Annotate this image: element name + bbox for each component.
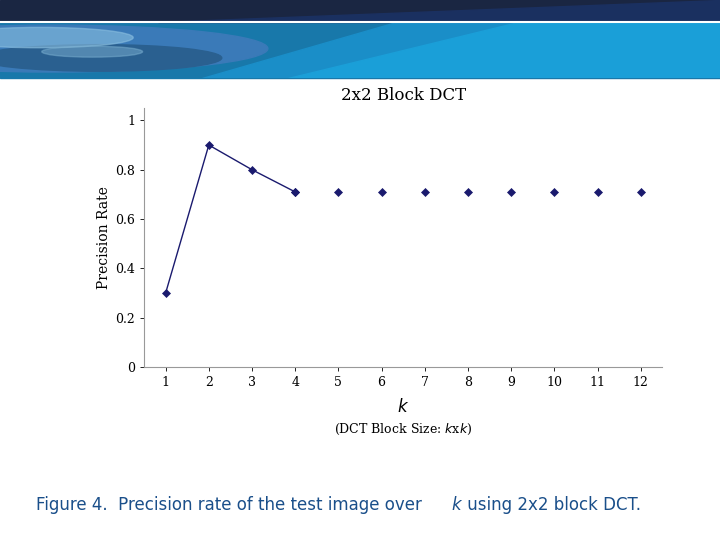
- Y-axis label: Precision Rate: Precision Rate: [97, 186, 111, 289]
- Bar: [0, 0, 720, 22]
- Text: (DCT Block Size: $k$x$k$): (DCT Block Size: $k$x$k$): [334, 422, 472, 437]
- Circle shape: [0, 45, 222, 71]
- Text: Figure 4.  Precision rate of the test image over: Figure 4. Precision rate of the test ima…: [36, 496, 427, 514]
- Bar: [0, 22, 720, 78]
- Circle shape: [42, 46, 143, 57]
- Text: k: k: [451, 496, 461, 514]
- Text: $k$: $k$: [397, 399, 409, 416]
- Title: 2x2 Block DCT: 2x2 Block DCT: [341, 86, 466, 104]
- Polygon shape: [288, 22, 720, 78]
- Polygon shape: [202, 22, 720, 78]
- Circle shape: [0, 25, 268, 72]
- Polygon shape: [158, 0, 720, 22]
- Text: using 2x2 block DCT.: using 2x2 block DCT.: [462, 496, 641, 514]
- Circle shape: [0, 28, 133, 48]
